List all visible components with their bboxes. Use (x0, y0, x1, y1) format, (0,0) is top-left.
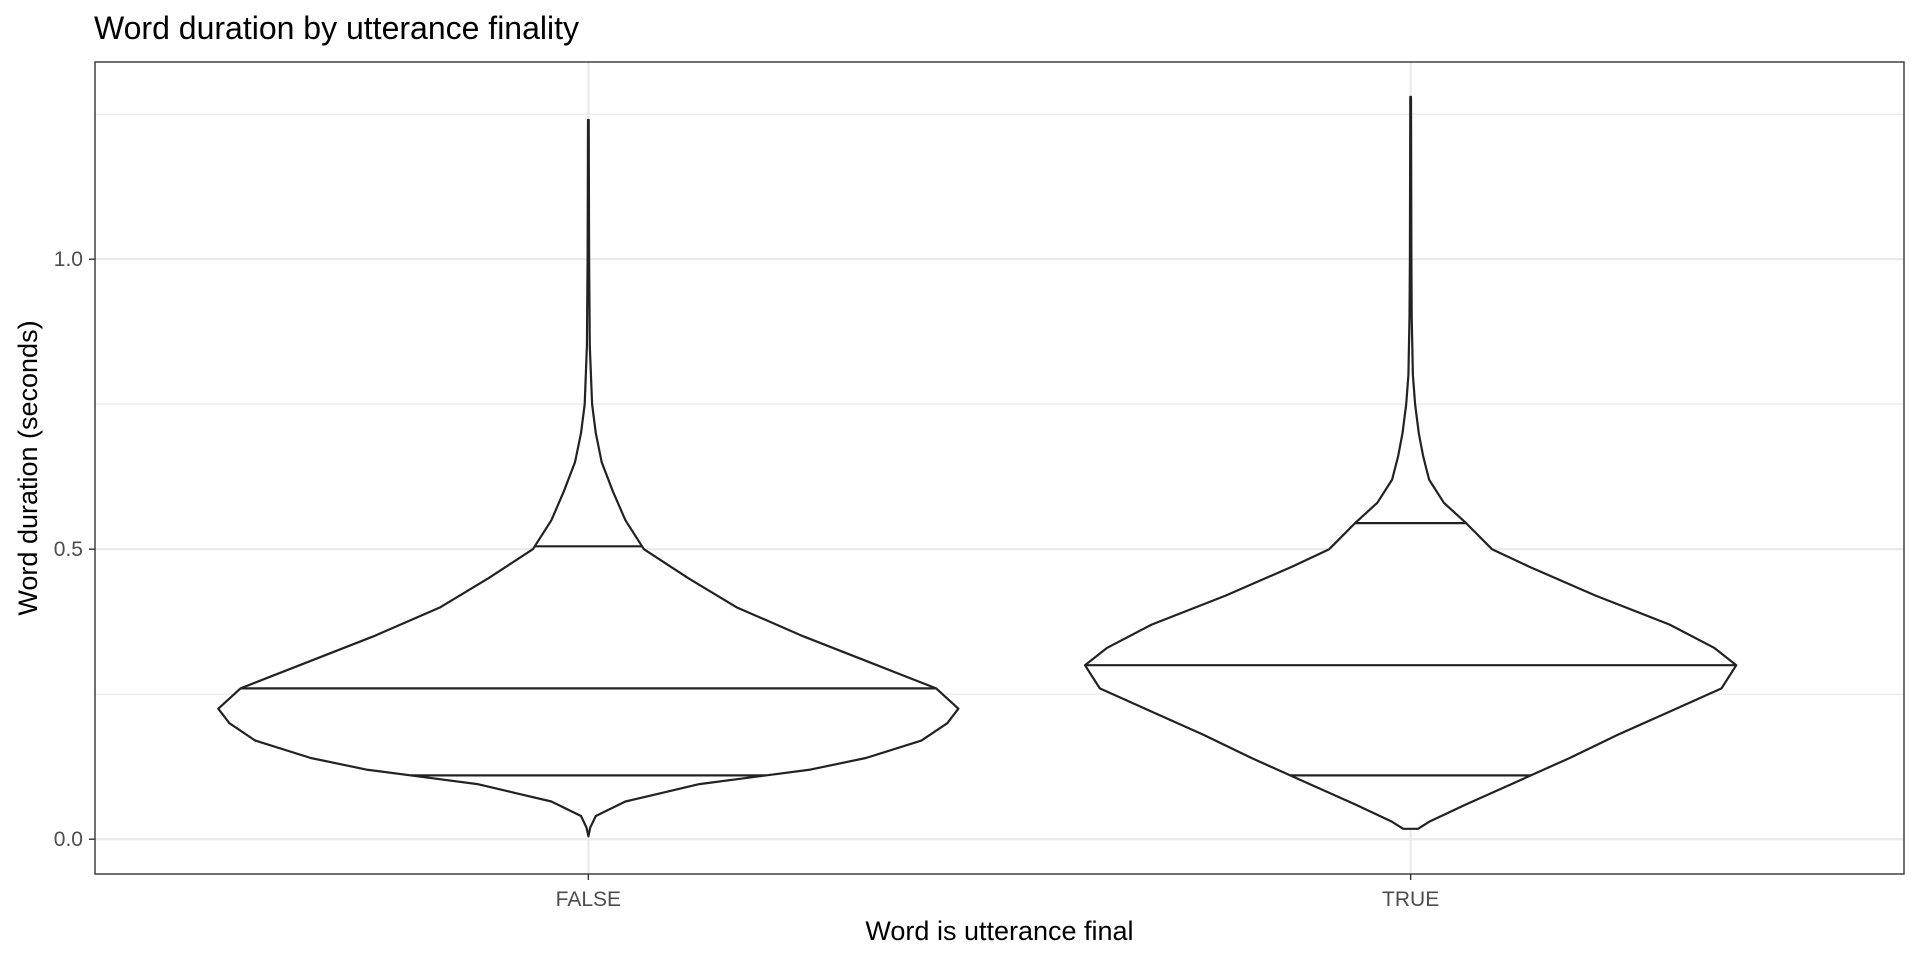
y-axis-title: Word duration (seconds) (13, 320, 43, 615)
y-tick-label: 0.5 (54, 538, 83, 561)
y-axis: 0.0 0.5 1.0 (54, 248, 95, 851)
violin-false (217, 118, 960, 838)
minor-gridlines (95, 113, 1904, 695)
x-tick-label: TRUE (1382, 888, 1439, 911)
plot-panel-border (94, 61, 1905, 875)
chart-title: Word duration by utterance finality (94, 10, 579, 46)
x-tick-label: FALSE (556, 888, 621, 911)
violins (217, 95, 1738, 838)
y-tick-label: 0.0 (54, 828, 83, 851)
x-axis: FALSE TRUE (556, 874, 1439, 911)
x-axis-title: Word is utterance final (865, 916, 1133, 946)
violin-true (1083, 95, 1738, 830)
y-tick-label: 1.0 (54, 248, 83, 271)
